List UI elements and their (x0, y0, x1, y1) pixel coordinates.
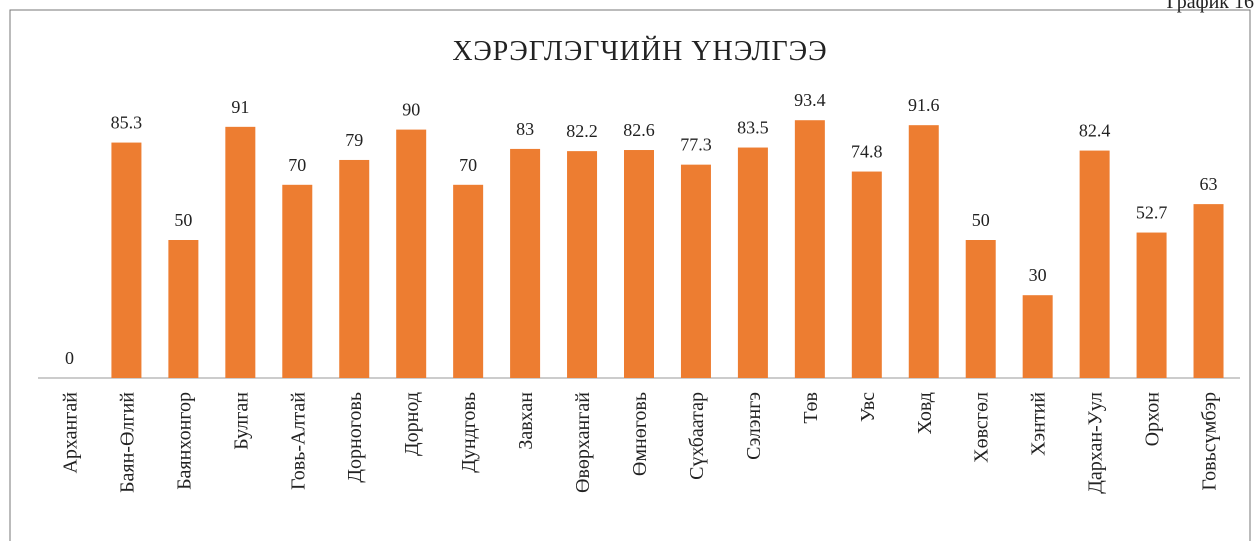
bar (1079, 150, 1110, 378)
x-tick-label: Булган (230, 392, 252, 450)
value-label: 90 (402, 100, 420, 120)
x-tick-label: Орхон (1142, 392, 1164, 447)
bar (225, 126, 256, 378)
value-label: 82.2 (566, 121, 598, 141)
bar (851, 171, 882, 378)
bar (168, 240, 199, 378)
value-label: 74.8 (851, 142, 883, 162)
value-label: 91 (231, 97, 249, 117)
bar (737, 147, 768, 378)
x-tick-label: Дархан-Уул (1085, 392, 1107, 494)
value-label: 82.4 (1079, 121, 1111, 141)
x-tick-label: Дорноговь (344, 392, 366, 483)
value-label: 63 (1200, 174, 1218, 194)
x-tick-label: Говьсүмбэр (1199, 392, 1221, 491)
x-tick-label: Дорнод (401, 392, 423, 456)
x-tick-label: Ховд (914, 392, 936, 434)
bar (111, 142, 142, 378)
value-label: 82.6 (623, 120, 655, 140)
bar (339, 159, 370, 378)
bar (680, 164, 711, 378)
x-tick-label: Хөвсгөл (971, 392, 993, 463)
value-label: 70 (459, 155, 477, 175)
value-label: 91.6 (908, 95, 940, 115)
chart-title: ХЭРЭГЛЭГЧИЙН ҮНЭЛГЭЭ (452, 36, 827, 67)
value-label: 83 (516, 119, 534, 139)
x-tick-label: Сэлэнгэ (743, 392, 765, 460)
x-tick-label: Увс (857, 392, 879, 422)
value-label: 30 (1029, 265, 1047, 285)
value-label: 70 (288, 155, 306, 175)
bar (510, 148, 541, 378)
bar (908, 125, 939, 379)
x-tick-label: Сүхбаатар (686, 392, 708, 480)
x-tick-label: Төв (800, 392, 822, 424)
bar (1136, 232, 1167, 378)
value-label: 83.5 (737, 118, 769, 138)
bar (453, 184, 484, 378)
value-label: 77.3 (680, 135, 712, 155)
x-tick-label: Баянхонгор (173, 392, 195, 490)
value-label: 85.3 (111, 113, 143, 133)
bar (282, 184, 313, 378)
x-tick-label: Өвөрхангай (572, 392, 594, 493)
x-tick-label: Архангай (59, 392, 81, 474)
bar (1193, 204, 1224, 378)
x-tick-label: Говь-Алтай (287, 392, 309, 490)
bar (624, 150, 654, 378)
bar (567, 151, 598, 378)
bar (794, 120, 825, 378)
value-label: 52.7 (1136, 203, 1168, 223)
value-label: 79 (345, 130, 363, 150)
x-tick-label: Баян-Өлгий (116, 392, 138, 493)
x-tick-label: Хэнтий (1028, 392, 1050, 456)
bar (965, 240, 996, 378)
x-tick-label: Завхан (515, 392, 537, 450)
x-tick-label: Дундговь (458, 392, 480, 473)
value-label: 50 (174, 210, 192, 230)
bar (396, 129, 427, 378)
value-label: 0 (65, 348, 74, 368)
value-label: 93.4 (794, 90, 826, 110)
x-tick-label: Өмнөговь (629, 392, 651, 476)
value-label: 50 (972, 210, 990, 230)
chart-frame (9, 9, 1251, 541)
page-label: График 16 (1166, 0, 1254, 13)
bar (1022, 295, 1053, 378)
